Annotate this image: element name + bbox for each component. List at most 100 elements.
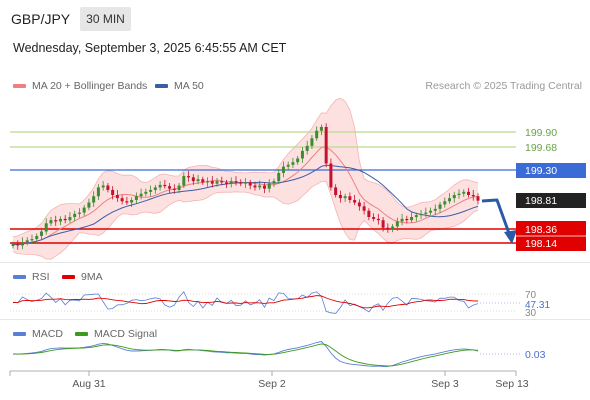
candle-body <box>452 194 456 199</box>
candle-body <box>305 145 309 151</box>
ma20-label: MA 20 + Bollinger Bands <box>32 80 148 92</box>
rsi-30-label: 30 <box>525 308 537 319</box>
candle-body <box>149 189 153 192</box>
candle-body <box>196 179 200 182</box>
legend-ma20: MA 20 + Bollinger Bands <box>13 80 147 92</box>
pane-divider-rsi <box>0 262 590 263</box>
candle-body <box>125 201 129 203</box>
candle-body <box>130 200 134 203</box>
candle-body <box>44 223 48 232</box>
symbol-title: GBP/JPY <box>11 11 71 27</box>
candle-body <box>77 212 81 214</box>
timeframe-button[interactable]: 30 MIN <box>80 7 131 31</box>
rsi-ma-label: 9MA <box>81 271 103 283</box>
candle-body <box>467 191 471 195</box>
candle-body <box>248 182 252 186</box>
candle-body <box>163 184 167 187</box>
candle-body <box>244 182 247 184</box>
candle-body <box>381 220 385 228</box>
resistance-1-label: 199.68 <box>525 142 557 154</box>
candle-body <box>296 158 300 163</box>
candle-body <box>414 215 418 218</box>
candle-body <box>82 207 86 213</box>
x-label-aug31: Aug 31 <box>72 378 105 390</box>
legend-rsi-ma: 9MA <box>62 271 103 283</box>
candle-body <box>386 227 390 230</box>
candle-body <box>158 184 162 188</box>
candle-body <box>120 198 124 202</box>
candle-body <box>177 185 181 190</box>
candle-body <box>239 182 243 184</box>
x-label-sep13: Sep 13 <box>495 378 528 390</box>
candle-body <box>315 130 319 139</box>
candle-body <box>348 196 352 201</box>
support-1-label: 198.36 <box>525 224 557 236</box>
legend-macd-signal: MACD Signal <box>75 328 157 340</box>
macd-label: MACD <box>32 328 63 340</box>
forecast-arrow <box>481 198 512 237</box>
candle-body <box>262 185 266 189</box>
candle-body <box>433 208 437 211</box>
candle-body <box>457 193 461 195</box>
candle-body <box>101 185 105 188</box>
rsi-value-label: 47.31 <box>525 300 550 311</box>
candle-body <box>443 201 447 205</box>
macd-value-label: 0.03 <box>525 349 546 361</box>
candle-body <box>343 196 347 199</box>
candle-body <box>424 212 428 214</box>
rsi-line <box>12 290 479 314</box>
candle-body <box>16 244 20 246</box>
candle-body <box>111 189 115 195</box>
candle-body <box>319 126 323 131</box>
ma20-swatch-icon <box>13 84 26 88</box>
candle-body <box>462 191 466 194</box>
candle-body <box>92 196 96 203</box>
candle-body <box>291 162 295 165</box>
support-2-label: 198.14 <box>525 238 557 250</box>
x-label-sep3: Sep 3 <box>431 378 459 390</box>
legend-macd: MACD <box>13 328 63 340</box>
macd-swatch-icon <box>13 332 26 336</box>
candle-body <box>172 188 176 190</box>
candle-body <box>206 181 210 183</box>
candle-body <box>68 217 72 221</box>
rsi-label: RSI <box>32 271 50 283</box>
candle-body <box>448 198 452 202</box>
candle-body <box>30 239 34 241</box>
candle-body <box>353 200 357 203</box>
ma50-swatch-icon <box>155 84 168 88</box>
candle-body <box>210 181 214 184</box>
candle-body <box>357 202 361 207</box>
candle-body <box>115 194 119 199</box>
candle-body <box>395 221 399 227</box>
candle-body <box>87 202 91 208</box>
current-price-box <box>516 193 586 208</box>
candle-body <box>438 204 442 209</box>
legend-rsi: RSI <box>13 271 50 283</box>
legend-ma50: MA 50 <box>155 80 204 92</box>
candle-body <box>300 150 304 159</box>
macd-signal-line <box>12 343 479 367</box>
candle-body <box>338 194 342 199</box>
bollinger-lower-line <box>12 180 479 260</box>
candle-body <box>191 177 195 182</box>
candle-body <box>405 218 409 221</box>
forecast-arrowhead-icon <box>504 230 517 244</box>
candle-body <box>229 181 233 184</box>
candle-body <box>201 179 205 183</box>
candle-body <box>367 210 371 218</box>
candle-body <box>471 194 475 197</box>
candle-body <box>391 226 395 230</box>
candle-body <box>58 218 62 222</box>
pivot-label-box <box>516 163 586 178</box>
candle-body <box>429 210 433 213</box>
candle-body <box>376 218 380 221</box>
candle-body <box>410 217 414 221</box>
candle-body <box>168 186 172 189</box>
candle-body <box>215 181 219 184</box>
candle-body <box>134 196 138 201</box>
candle-body <box>54 220 58 222</box>
rsi-swatch-icon <box>13 275 26 279</box>
candle-body <box>25 240 29 243</box>
